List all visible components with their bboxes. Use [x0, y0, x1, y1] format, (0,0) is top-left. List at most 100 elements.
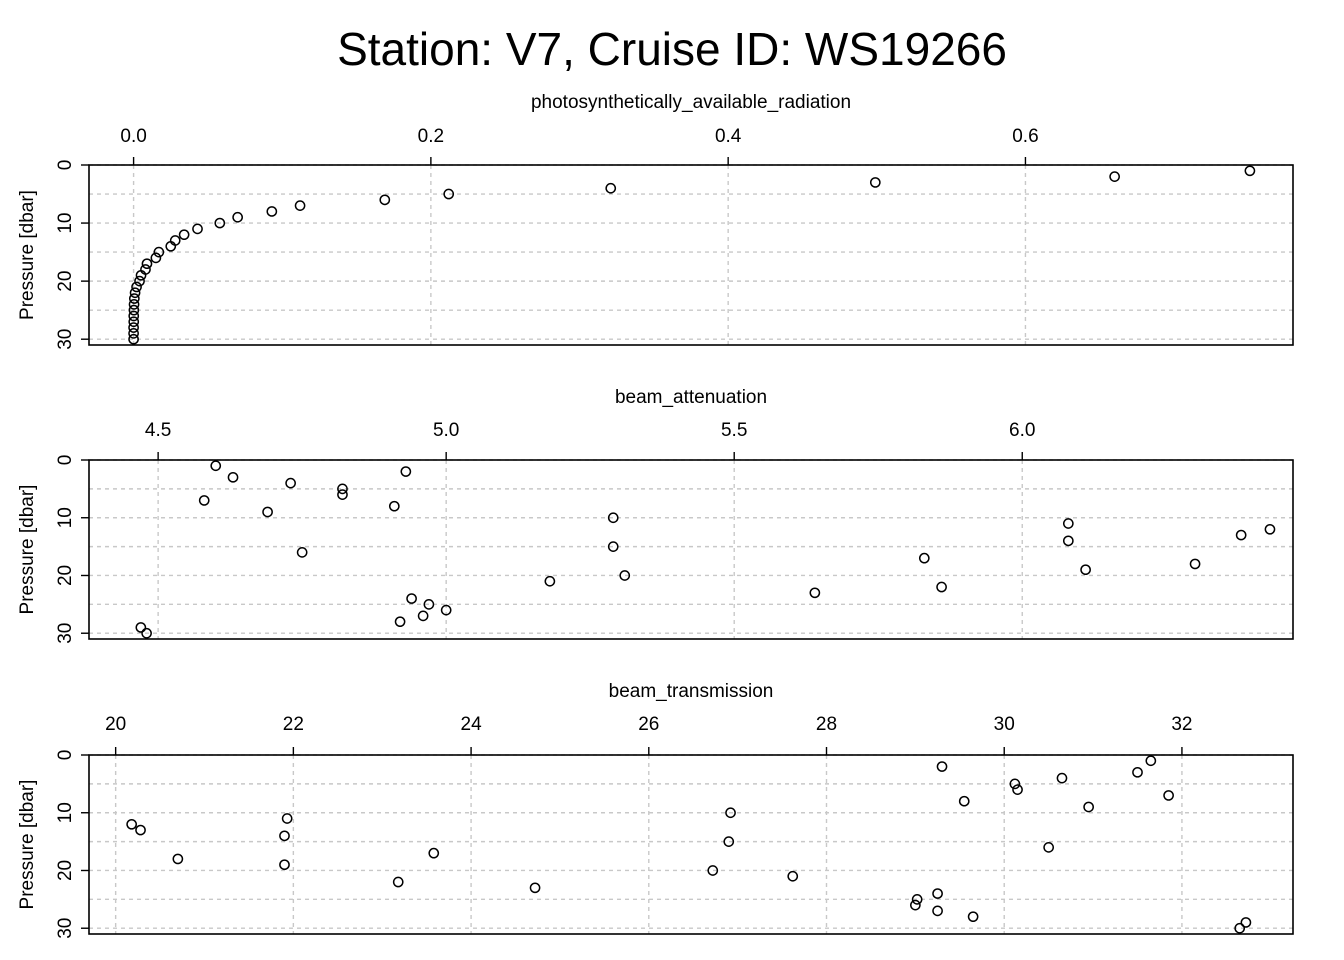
- data-point: [172, 853, 184, 865]
- data-point: [128, 304, 140, 316]
- data-point: [1240, 917, 1252, 928]
- x-axis-label: beam_attenuation: [615, 387, 767, 408]
- x-tick-label: 4.5: [145, 420, 171, 441]
- y-tick-label: 30: [55, 918, 76, 939]
- data-point: [227, 471, 239, 483]
- data-point: [932, 905, 943, 917]
- data-point: [443, 188, 455, 200]
- x-tick-label: 0.4: [715, 126, 742, 147]
- data-point: [128, 293, 140, 304]
- data-point: [1163, 790, 1174, 801]
- x-tick-label: 32: [1171, 714, 1192, 735]
- data-point: [1012, 784, 1023, 795]
- plot-frame: [88, 459, 1294, 640]
- data-point: [392, 876, 404, 888]
- data-point: [428, 847, 440, 859]
- panel-1: 0.0 0.2 0.4 0.6 0 10 20 30 photosynthetically_av…: [17, 92, 1294, 350]
- data-point: [165, 240, 177, 252]
- y-axis-label: Pressure [dbar]: [17, 780, 38, 910]
- data-point: [1234, 922, 1246, 934]
- x-tick-label: 26: [638, 714, 659, 735]
- data-point: [707, 865, 719, 876]
- data-point: [1132, 766, 1143, 778]
- x-tick-label: 20: [105, 714, 126, 735]
- data-point: [423, 599, 435, 610]
- data-point: [936, 761, 948, 772]
- data-point: [529, 882, 541, 894]
- data-point: [279, 830, 290, 842]
- data-point: [932, 888, 943, 899]
- data-point: [958, 795, 970, 807]
- plot-frame: [88, 164, 1294, 346]
- data-point: [128, 328, 139, 339]
- data-point: [128, 322, 139, 333]
- y-tick-label: 20: [55, 565, 76, 586]
- x-tick-label: 5.0: [433, 420, 459, 441]
- y-axis-label: Pressure [dbar]: [17, 190, 38, 320]
- data-point: [1189, 558, 1201, 570]
- data-point: [214, 217, 226, 229]
- data-point: [1080, 564, 1091, 576]
- data-point: [262, 506, 273, 518]
- data-point: [285, 477, 296, 489]
- y-tick-label: 20: [55, 271, 76, 292]
- x-axis-label: beam_transmission: [609, 681, 774, 702]
- data-point: [128, 333, 139, 345]
- x-tick-label: 24: [461, 714, 483, 735]
- data-point: [1009, 778, 1021, 790]
- x-tick-label: 6.0: [1009, 420, 1035, 441]
- data-point: [198, 495, 210, 506]
- data-point: [128, 310, 140, 322]
- data-point: [1109, 171, 1120, 182]
- data-point: [232, 211, 243, 223]
- x-tick-label: 5.5: [721, 420, 747, 441]
- data-point: [388, 500, 400, 512]
- data-point: [281, 813, 293, 824]
- data-point: [135, 622, 147, 633]
- y-tick-label: 0: [55, 455, 76, 466]
- data-point: [150, 252, 162, 264]
- y-tick-label: 20: [55, 860, 76, 881]
- y-tick-label: 30: [55, 329, 76, 350]
- data-point: [619, 570, 631, 581]
- data-point: [128, 299, 140, 310]
- data-point: [967, 911, 979, 923]
- data-point: [869, 177, 881, 188]
- data-point: [1062, 535, 1074, 547]
- data-point: [210, 460, 222, 472]
- panel-2: 4.5 5.0 5.5 6.0 0 10 20 30 beam_attenuation Press…: [17, 387, 1294, 644]
- y-tick-label: 10: [55, 507, 76, 528]
- data-point: [1264, 523, 1276, 535]
- data-point: [1235, 529, 1247, 541]
- data-point: [135, 269, 147, 281]
- data-point: [337, 489, 348, 500]
- data-point: [607, 512, 619, 524]
- data-point: [911, 894, 923, 905]
- data-point: [918, 552, 930, 564]
- data-point: [809, 587, 821, 599]
- y-tick-label: 0: [55, 160, 76, 171]
- y-tick-label: 30: [55, 623, 76, 644]
- data-point: [417, 610, 429, 622]
- data-point: [406, 593, 417, 604]
- data-point: [725, 807, 736, 819]
- data-point: [153, 246, 165, 258]
- y-tick-label: 10: [55, 212, 76, 233]
- data-point: [1244, 165, 1256, 177]
- x-tick-label: 22: [283, 714, 304, 735]
- data-point: [394, 616, 406, 628]
- x-tick-label: 30: [994, 714, 1015, 735]
- data-point: [135, 824, 146, 836]
- data-point: [266, 206, 278, 217]
- chart-title: Station: V7, Cruise ID: WS19266: [337, 23, 1007, 75]
- y-tick-label: 0: [55, 750, 76, 761]
- data-point: [1083, 801, 1094, 813]
- y-tick-label: 10: [55, 802, 76, 823]
- data-point: [936, 581, 947, 593]
- x-axis-label: photosynthetically_available_radiation: [531, 92, 851, 113]
- data-point: [192, 223, 203, 235]
- data-point: [787, 870, 799, 882]
- data-point: [910, 899, 921, 911]
- data-point: [141, 627, 152, 639]
